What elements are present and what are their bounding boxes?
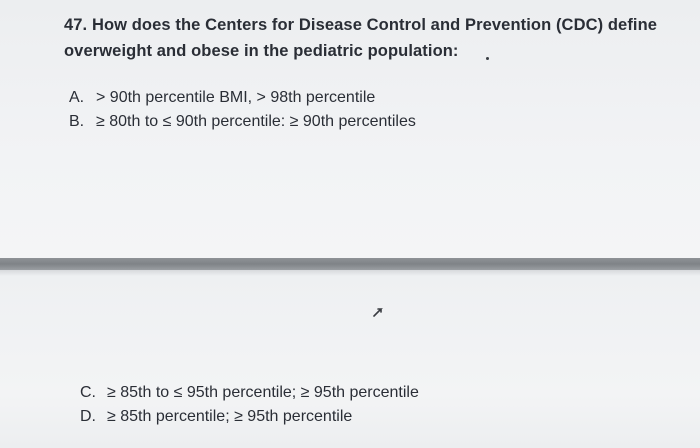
stray-dot [486,57,489,60]
option-text: > 90th percentile BMI, > 98th percentile [96,89,376,106]
question-number: 47. [64,16,88,34]
option-letter: B. [69,113,85,130]
options-group-top: A. > 90th percentile BMI, > 98th percenti… [69,86,416,134]
question-line-2: overweight and obese in the pediatric po… [64,42,459,60]
option-text: ≥ 85th to ≤ 95th percentile; ≥ 95th perc… [107,384,419,401]
option-letter: D. [80,408,96,425]
option-a[interactable]: A. > 90th percentile BMI, > 98th percenti… [69,86,416,110]
option-text: ≥ 80th to ≤ 90th percentile: ≥ 90th perc… [96,113,416,130]
question-text: 47. How does the Centers for Disease Con… [64,12,664,64]
question-line-1-text: How does the Centers for Disease Control… [91,16,658,34]
option-b[interactable]: B. ≥ 80th to ≤ 90th percentile: ≥ 90th pe… [69,110,416,134]
option-text: ≥ 85th percentile; ≥ 95th percentile [107,408,353,425]
mouse-pointer-icon [373,308,383,317]
question-line-1: 47. How does the Centers for Disease Con… [64,12,664,38]
divider-shadow [0,270,700,276]
option-c[interactable]: C. ≥ 85th to ≤ 95th percentile; ≥ 95th pe… [80,381,419,405]
option-d[interactable]: D. ≥ 85th percentile; ≥ 95th percentile [80,405,419,429]
top-panel [0,0,700,258]
option-letter: C. [80,384,96,401]
option-letter: A. [69,89,85,106]
panel-divider [0,258,700,270]
options-group-bottom: C. ≥ 85th to ≤ 95th percentile; ≥ 95th pe… [80,381,419,429]
bottom-panel [0,270,700,448]
